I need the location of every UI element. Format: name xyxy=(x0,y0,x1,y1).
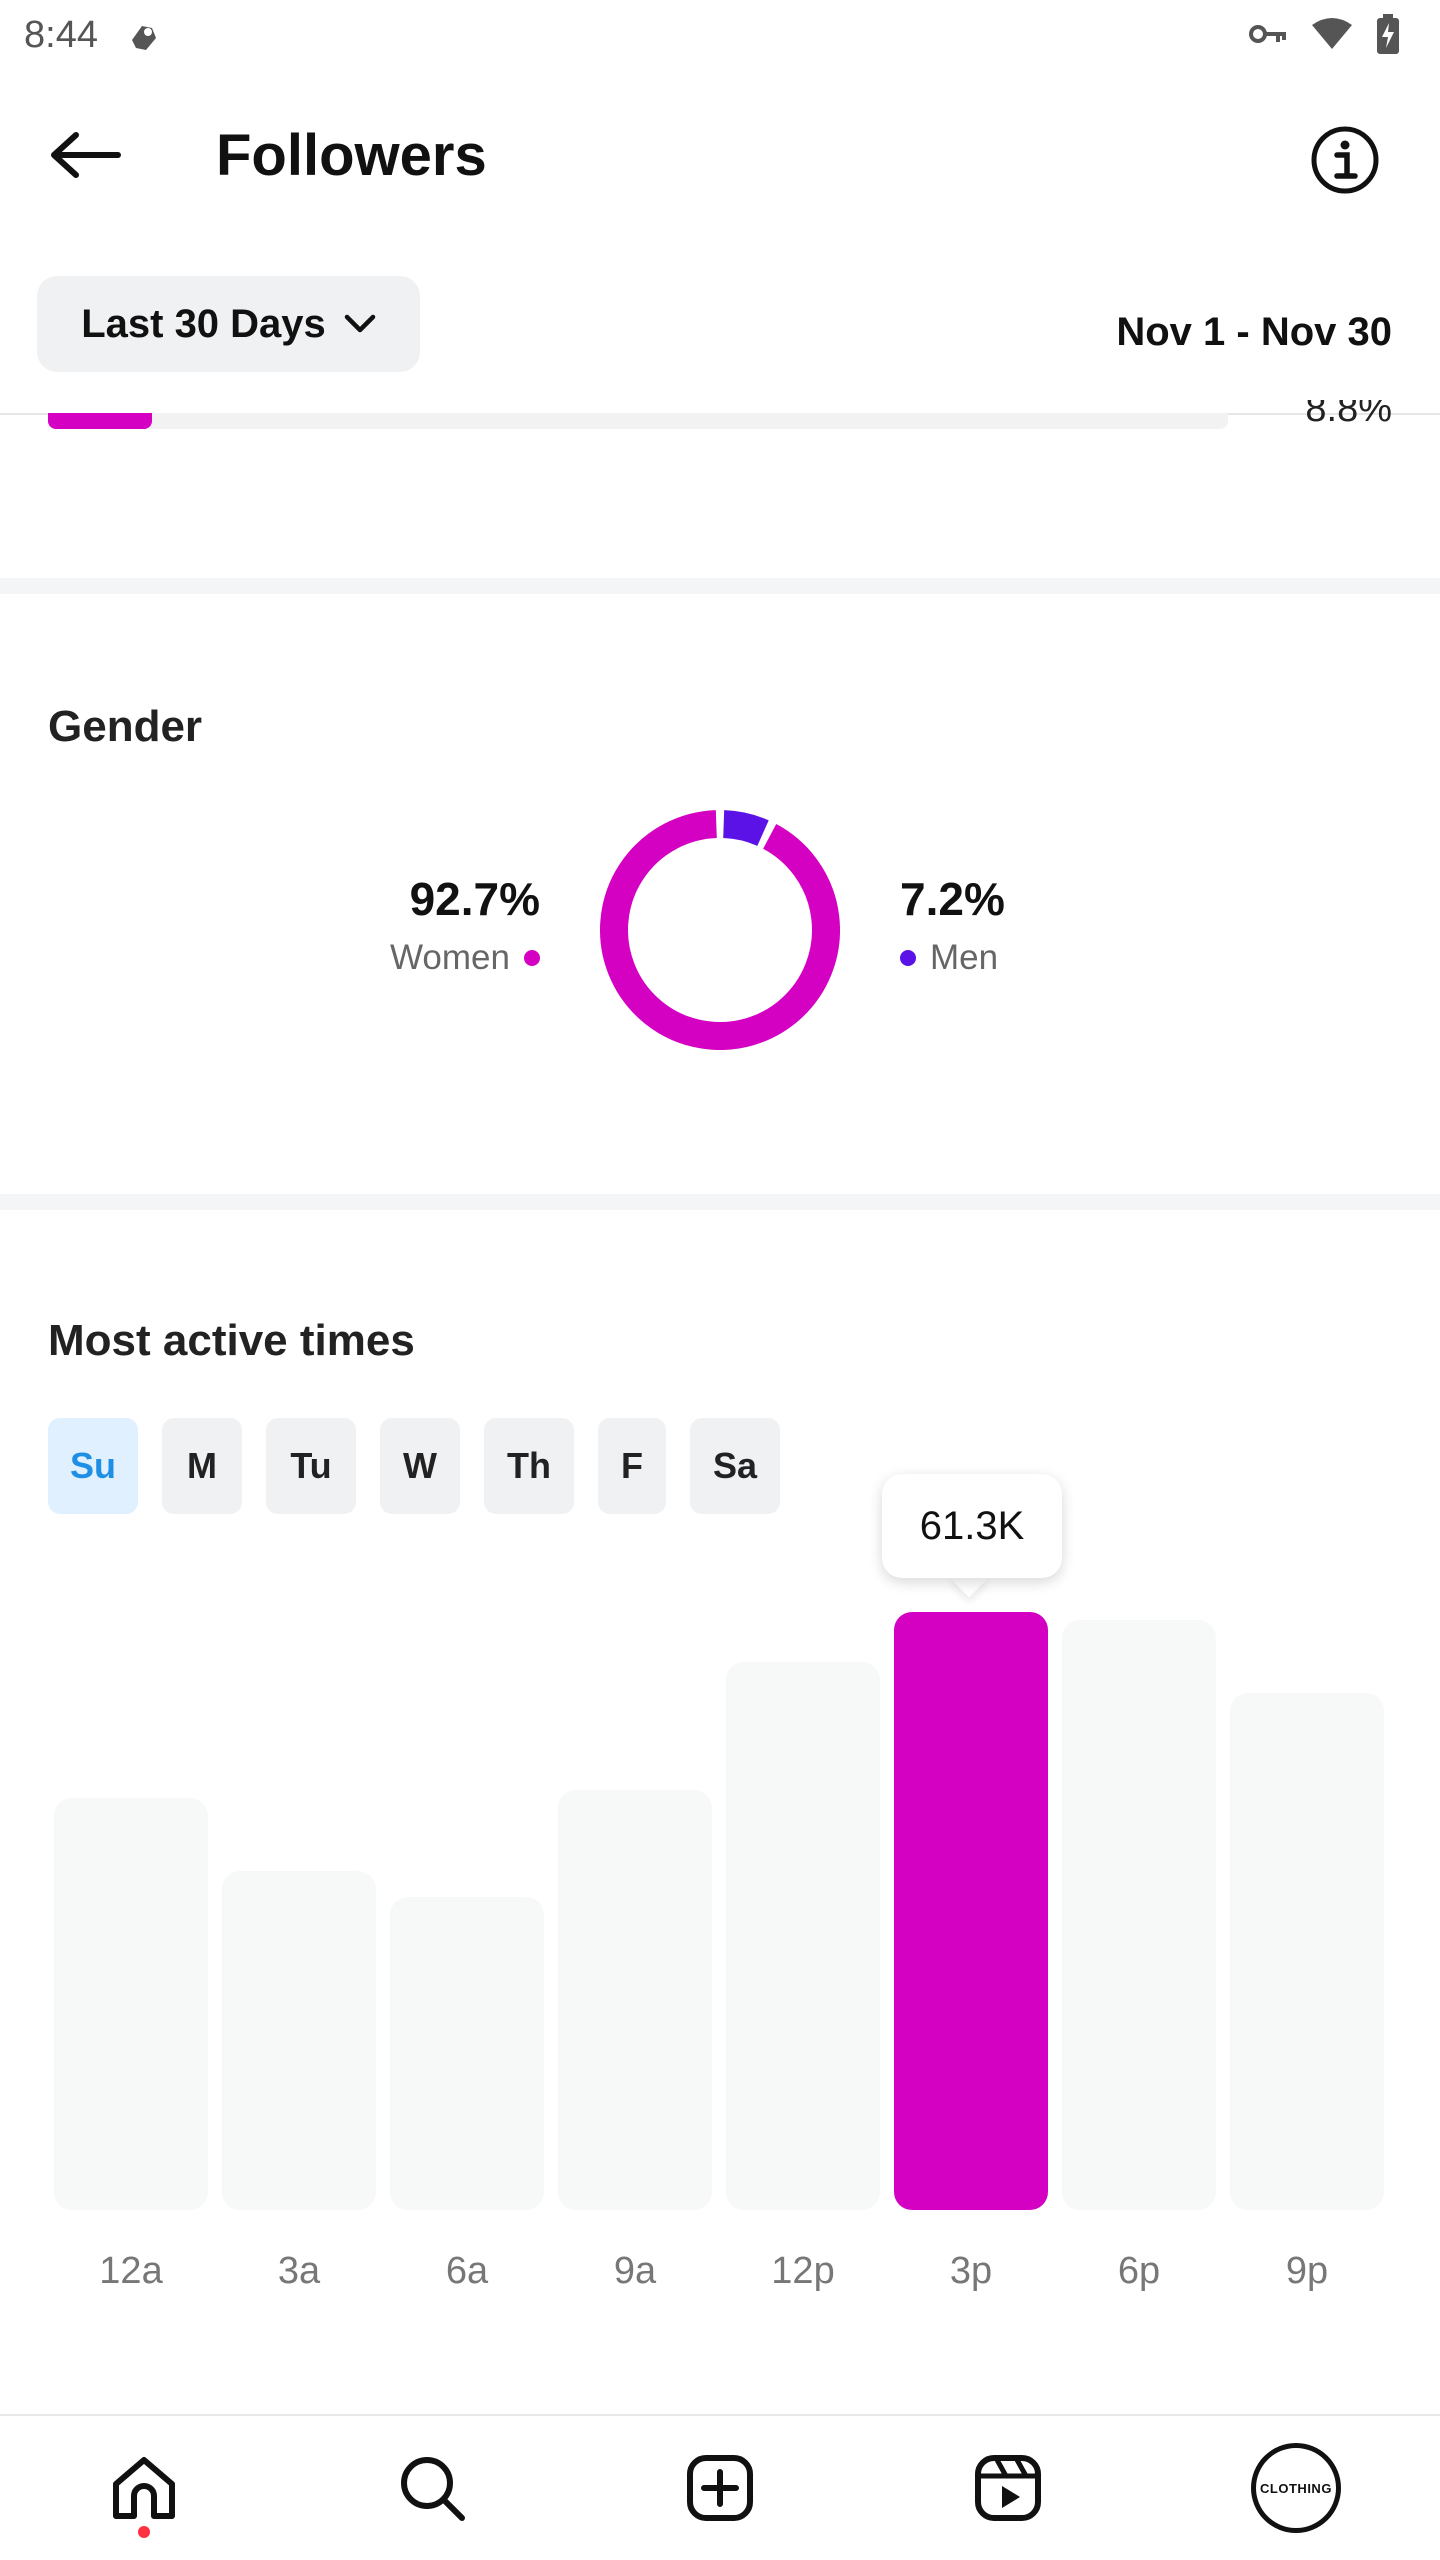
percentage-text: 8.8% xyxy=(1305,400,1392,430)
gender-donut-chart xyxy=(600,810,840,1050)
profile-avatar: CLOTHING xyxy=(1251,2443,1341,2533)
page-title: Followers xyxy=(216,123,487,188)
create-icon xyxy=(687,2455,753,2521)
chevron-down-icon xyxy=(344,314,376,333)
x-tick-label: 3a xyxy=(278,2250,321,2292)
day-tab-su[interactable]: Su xyxy=(48,1418,138,1514)
nav-profile[interactable]: CLOTHING xyxy=(1236,2428,1356,2548)
nav-reels[interactable] xyxy=(948,2428,1068,2548)
active-times-title: Most active times xyxy=(48,1316,415,1365)
date-range-selected: Last 30 Days xyxy=(81,301,326,346)
search-icon xyxy=(401,2457,465,2521)
percentage-bar-track xyxy=(48,413,1228,429)
men-percent: 7.2% xyxy=(900,873,1005,925)
vpn-key-icon xyxy=(1248,22,1288,46)
day-tab-th[interactable]: Th xyxy=(484,1418,574,1514)
section-divider xyxy=(0,578,1440,594)
status-icons xyxy=(1248,14,1400,54)
x-tick-label: 12p xyxy=(771,2250,834,2292)
men-label: Men xyxy=(930,938,999,977)
day-tab-f[interactable]: F xyxy=(598,1418,666,1514)
bar-12a[interactable] xyxy=(54,1798,208,2210)
day-tab-m[interactable]: M xyxy=(162,1418,242,1514)
battery-charging-icon xyxy=(1376,14,1400,54)
status-time: 8:44 xyxy=(24,14,98,56)
x-tick-label: 9a xyxy=(614,2250,657,2292)
bar-6p[interactable] xyxy=(1062,1620,1216,2210)
info-button[interactable] xyxy=(1300,115,1390,205)
bar-3a[interactable] xyxy=(222,1871,376,2210)
info-icon xyxy=(1311,126,1379,194)
bar-6a[interactable] xyxy=(390,1897,544,2210)
section-divider xyxy=(0,1194,1440,1210)
donut-segment-women xyxy=(600,810,840,1050)
status-bar: 8:44 xyxy=(0,0,1440,72)
x-tick-label: 6p xyxy=(1118,2250,1160,2292)
notification-app-icon xyxy=(124,20,162,59)
x-tick-label: 3p xyxy=(950,2250,992,2292)
gender-title: Gender xyxy=(48,702,203,751)
bar-tooltip: 61.3K xyxy=(882,1474,1062,1578)
x-tick-label: 9p xyxy=(1286,2250,1328,2292)
x-tick-label: 12a xyxy=(99,2250,163,2292)
day-tab-w[interactable]: W xyxy=(380,1418,460,1514)
percentage-bar-fill xyxy=(48,413,152,429)
nav-home[interactable] xyxy=(84,2428,204,2548)
day-tabs: Su M Tu W Th F Sa xyxy=(48,1418,780,1514)
date-range-text: Nov 1 - Nov 30 xyxy=(1116,310,1392,354)
bar-3p[interactable] xyxy=(894,1612,1048,2210)
avatar-logo-text: CLOTHING xyxy=(1260,2480,1332,2496)
active-times-bar-chart: 12a 3a 6a 9a 12p 3p 6p 9p xyxy=(54,1612,1384,2292)
nav-search[interactable] xyxy=(372,2428,492,2548)
nav-create[interactable] xyxy=(660,2428,780,2548)
home-icon xyxy=(113,2457,175,2519)
men-legend-dot xyxy=(900,950,916,966)
notification-dot xyxy=(138,2526,150,2538)
bar-9a[interactable] xyxy=(558,1790,712,2210)
women-label: Women xyxy=(390,938,510,977)
women-legend-dot xyxy=(524,950,540,966)
bar-12p[interactable] xyxy=(726,1662,880,2210)
wifi-icon xyxy=(1310,17,1354,51)
day-tab-tu[interactable]: Tu xyxy=(266,1418,356,1514)
x-tick-label: 6a xyxy=(446,2250,489,2292)
back-arrow-icon xyxy=(51,132,121,178)
gender-women: 92.7% Women xyxy=(390,872,540,978)
women-percent: 92.7% xyxy=(409,873,540,925)
bar-9p[interactable] xyxy=(1230,1693,1384,2210)
bottom-nav: CLOTHING xyxy=(0,2416,1440,2560)
donut-segment-men xyxy=(722,810,769,847)
gender-men: 7.2% Men xyxy=(900,872,1005,978)
bottom-nav-divider xyxy=(0,2414,1440,2416)
day-tab-sa[interactable]: Sa xyxy=(690,1418,780,1514)
date-range-dropdown[interactable]: Last 30 Days xyxy=(37,276,420,372)
reels-icon xyxy=(975,2455,1041,2521)
back-button[interactable] xyxy=(40,110,130,200)
